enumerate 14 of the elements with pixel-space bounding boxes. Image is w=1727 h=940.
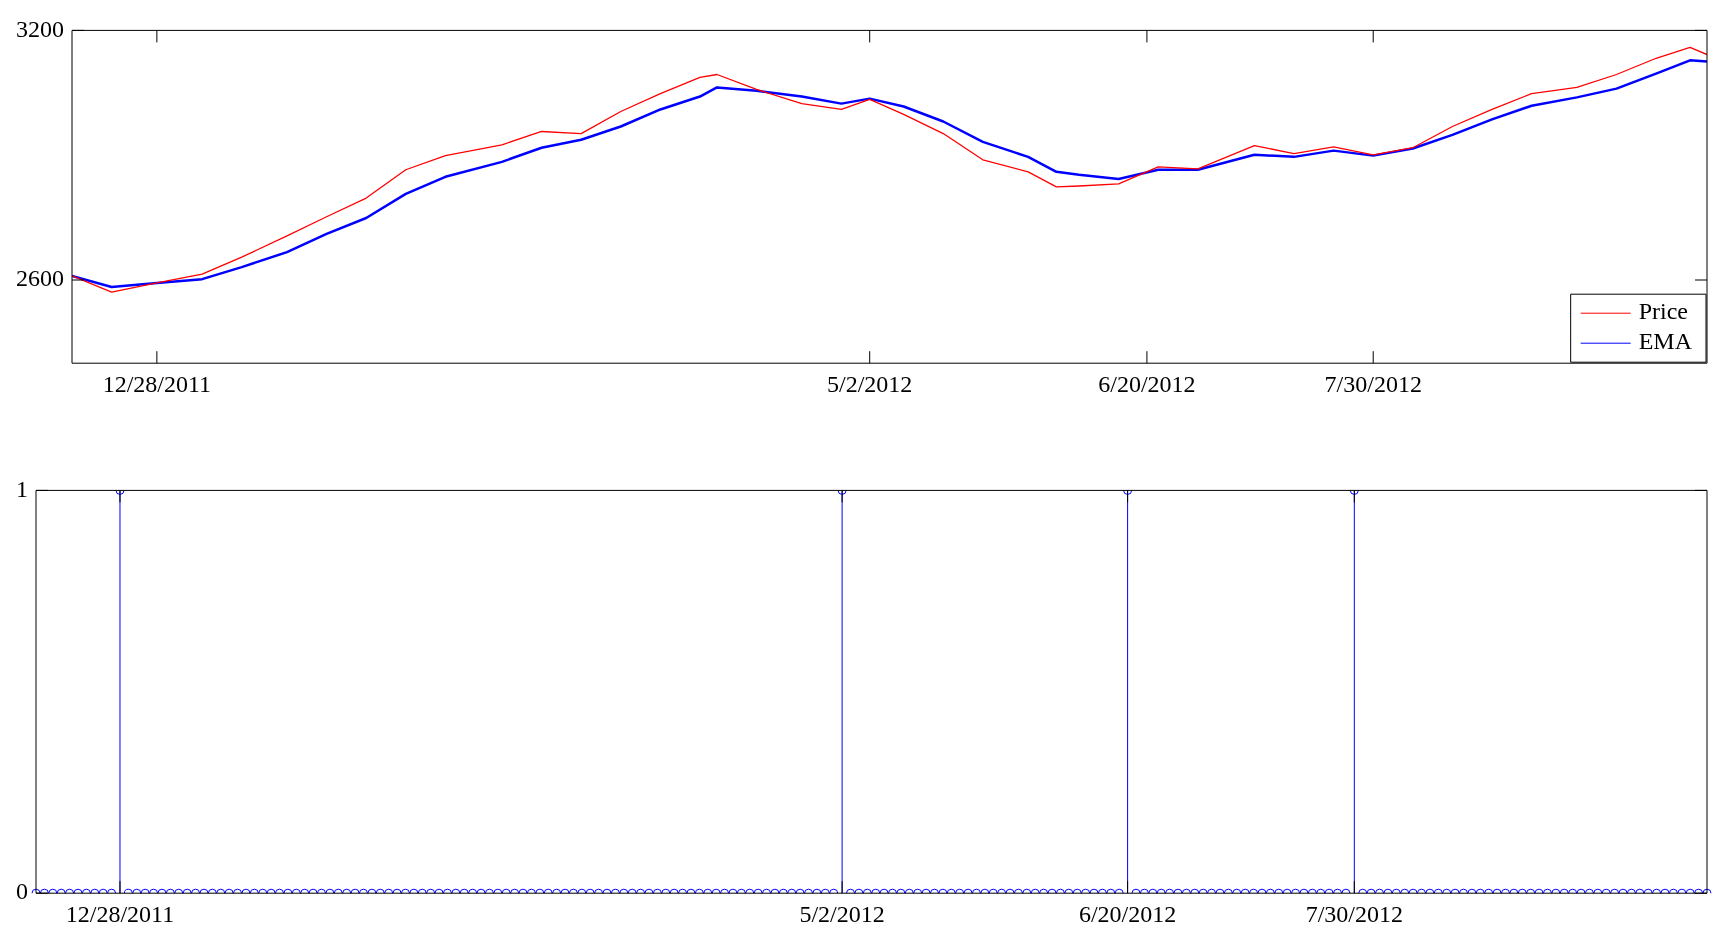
x-tick-label: 5/2/2012 bbox=[827, 370, 913, 397]
legend-label: EMA bbox=[1638, 328, 1693, 355]
y-tick-label: 1 bbox=[16, 475, 28, 502]
x-tick-label: 7/30/2012 bbox=[1305, 900, 1403, 927]
x-tick-label: 12/28/2011 bbox=[65, 900, 175, 927]
x-tick-label: 5/2/2012 bbox=[799, 900, 885, 927]
y-tick-label: 0 bbox=[16, 878, 28, 905]
y-tick-label: 3200 bbox=[16, 15, 64, 42]
y-tick-label: 2600 bbox=[16, 265, 64, 292]
x-tick-label: 7/30/2012 bbox=[1324, 370, 1422, 397]
x-tick-label: 6/20/2012 bbox=[1078, 900, 1177, 927]
x-tick-label: 12/28/2011 bbox=[102, 370, 212, 397]
x-tick-label: 6/20/2012 bbox=[1098, 370, 1196, 397]
legend-label: Price bbox=[1638, 298, 1688, 325]
